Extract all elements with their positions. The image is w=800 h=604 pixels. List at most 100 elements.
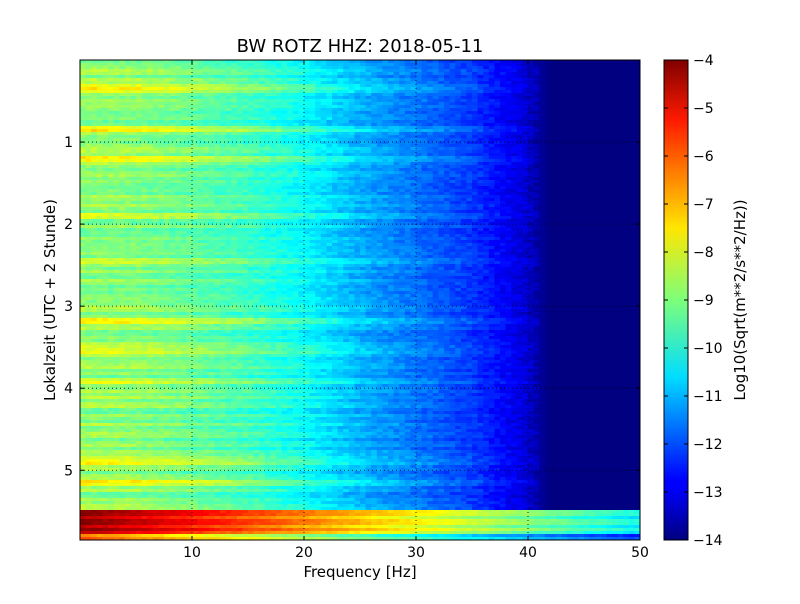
heatmap-cell <box>589 198 596 202</box>
heatmap-cell <box>404 156 411 160</box>
heatmap-cell <box>382 192 389 196</box>
heatmap-cell <box>292 117 299 121</box>
heatmap-cell <box>404 168 411 172</box>
heatmap-cell <box>85 168 92 172</box>
heatmap-cell <box>292 144 299 148</box>
heatmap-cell <box>578 63 585 67</box>
heatmap-cell <box>124 120 131 124</box>
heatmap-cell <box>584 180 591 184</box>
heatmap-cell <box>460 63 467 67</box>
heatmap-cell <box>628 63 635 67</box>
heatmap-cell <box>472 189 479 193</box>
heatmap-cell <box>455 117 462 121</box>
heatmap-cell <box>315 147 322 151</box>
heatmap-cell <box>421 138 428 142</box>
heatmap-cell <box>141 114 148 118</box>
heatmap-cell <box>528 183 535 187</box>
heatmap-cell <box>393 150 400 154</box>
heatmap-cell <box>236 144 243 148</box>
heatmap-cell <box>584 207 591 211</box>
heatmap-cell <box>96 201 103 205</box>
heatmap-cell <box>438 105 445 109</box>
heatmap-cell <box>175 189 182 193</box>
heatmap-cell <box>354 75 361 79</box>
heatmap-cell <box>589 156 596 160</box>
heatmap-cell <box>304 207 311 211</box>
heatmap-cell <box>399 129 406 133</box>
heatmap-cell <box>197 129 204 133</box>
heatmap-cell <box>371 150 378 154</box>
heatmap-cell <box>589 72 596 76</box>
heatmap-cell <box>578 171 585 175</box>
heatmap-cell <box>416 69 423 73</box>
heatmap-cell <box>320 165 327 169</box>
heatmap-cell <box>164 105 171 109</box>
heatmap-cell <box>203 111 210 115</box>
heatmap-cell <box>315 201 322 205</box>
heatmap-cell <box>281 126 288 130</box>
heatmap-cell <box>130 189 137 193</box>
heatmap-cell <box>276 60 283 64</box>
heatmap-cell <box>483 192 490 196</box>
heatmap-cell <box>595 204 602 208</box>
heatmap-cell <box>578 201 585 205</box>
heatmap-cell <box>186 138 193 142</box>
heatmap-cell <box>404 183 411 187</box>
heatmap-cell <box>460 186 467 190</box>
heatmap-cell <box>511 162 518 166</box>
heatmap-cell <box>544 72 551 76</box>
heatmap-cell <box>410 141 417 145</box>
heatmap-cell <box>259 177 266 181</box>
heatmap-cell <box>186 90 193 94</box>
heatmap-cell <box>309 189 316 193</box>
heatmap-cell <box>337 141 344 145</box>
heatmap-cell <box>287 141 294 145</box>
heatmap-cell <box>152 78 159 82</box>
heatmap-cell <box>460 195 467 199</box>
heatmap-cell <box>248 156 255 160</box>
heatmap-cell <box>281 78 288 82</box>
heatmap-cell <box>572 153 579 157</box>
heatmap-cell <box>561 186 568 190</box>
heatmap-cell <box>494 165 501 169</box>
heatmap-cell <box>192 63 199 67</box>
heatmap-cell <box>410 93 417 97</box>
heatmap-cell <box>102 114 109 118</box>
heatmap-cell <box>511 129 518 133</box>
heatmap-cell <box>220 162 227 166</box>
heatmap-cell <box>343 96 350 100</box>
heatmap-cell <box>130 147 137 151</box>
heatmap-cell <box>399 132 406 136</box>
heatmap-cell <box>393 156 400 160</box>
heatmap-cell <box>270 186 277 190</box>
heatmap-cell <box>158 72 165 76</box>
heatmap-cell <box>175 99 182 103</box>
heatmap-cell <box>432 108 439 112</box>
heatmap-cell <box>550 81 557 85</box>
heatmap-cell <box>533 153 540 157</box>
heatmap-cell <box>220 132 227 136</box>
heatmap-cell <box>231 99 238 103</box>
heatmap-cell <box>248 99 255 103</box>
heatmap-cell <box>455 171 462 175</box>
heatmap-cell <box>113 108 120 112</box>
heatmap-cell <box>236 60 243 64</box>
heatmap-cell <box>500 63 507 67</box>
heatmap-cell <box>354 63 361 67</box>
heatmap-cell <box>348 192 355 196</box>
heatmap-cell <box>276 207 283 211</box>
heatmap-cell <box>500 150 507 154</box>
heatmap-cell <box>477 156 484 160</box>
heatmap-cell <box>477 63 484 67</box>
heatmap-cell <box>561 177 568 181</box>
heatmap-cell <box>348 174 355 178</box>
heatmap-cell <box>242 120 249 124</box>
heatmap-cell <box>393 189 400 193</box>
heatmap-cell <box>214 135 221 139</box>
heatmap-cell <box>309 138 316 142</box>
heatmap-cell <box>220 126 227 130</box>
heatmap-cell <box>180 150 187 154</box>
heatmap-cell <box>427 153 434 157</box>
heatmap-cell <box>578 126 585 130</box>
